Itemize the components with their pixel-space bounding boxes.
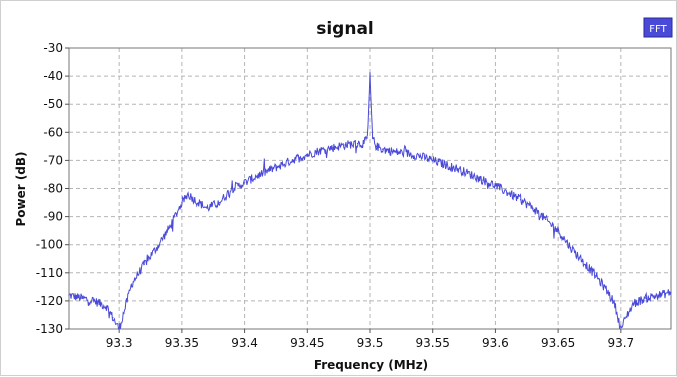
data-point — [532, 207, 534, 209]
x-tick-label: 93.6 — [482, 336, 509, 350]
data-point — [369, 75, 371, 77]
data-point — [394, 151, 396, 153]
data-point — [670, 291, 672, 294]
x-tick-label: 93.55 — [416, 336, 450, 350]
data-point — [632, 303, 634, 305]
y-axis-label: Power (dB) — [14, 151, 28, 226]
x-tick-label: 93.3 — [106, 336, 133, 350]
data-point — [582, 260, 584, 263]
data-point — [375, 145, 377, 147]
data-point — [570, 246, 572, 249]
data-point — [469, 173, 471, 176]
series-line-fft — [68, 72, 672, 330]
data-point — [143, 263, 145, 265]
y-tick-label: -120 — [36, 294, 63, 308]
y-tick-label: -80 — [43, 182, 63, 196]
x-tick-label: 93.7 — [607, 336, 634, 350]
data-point — [156, 246, 158, 249]
data-point — [344, 144, 346, 146]
data-point — [626, 314, 628, 316]
data-point — [187, 193, 189, 195]
data-point — [457, 168, 459, 170]
data-point — [193, 199, 196, 201]
grid-lines — [69, 47, 671, 330]
x-tick-label: 93.5 — [357, 336, 384, 350]
data-point — [432, 159, 434, 161]
data-point — [356, 142, 359, 145]
data-point — [206, 207, 208, 209]
data-point — [231, 187, 233, 190]
y-tick-label: -110 — [36, 266, 63, 280]
data-point — [131, 283, 133, 285]
data-point — [112, 317, 114, 319]
y-axis: -30 -40 -50 -60 -70 -80 -90 -100 -110 -120 -130 — [36, 41, 69, 336]
data-point — [243, 182, 246, 184]
y-tick-label: -60 — [43, 125, 63, 139]
data-point — [306, 154, 308, 156]
x-tick-label: 93.35 — [165, 336, 199, 350]
y-tick-label: -130 — [36, 322, 63, 336]
chart-title: signal — [316, 19, 374, 39]
data-point — [93, 300, 95, 302]
data-point — [613, 303, 616, 305]
data-point — [363, 142, 365, 145]
data-point — [331, 147, 333, 149]
data-point — [407, 152, 409, 154]
y-tick-label: -100 — [36, 238, 63, 252]
x-tick-label: 93.4 — [231, 336, 258, 350]
y-tick-label: -40 — [43, 69, 63, 83]
data-point — [595, 275, 597, 277]
data-point — [507, 192, 509, 194]
data-point — [319, 149, 321, 152]
y-tick-label: -50 — [43, 97, 63, 111]
legend-label: FFT — [649, 24, 667, 35]
legend[interactable]: FFT — [643, 17, 673, 38]
data-point — [519, 199, 522, 201]
data-point — [482, 179, 484, 181]
data-point — [181, 201, 183, 204]
data-point — [607, 291, 609, 294]
data-point — [124, 305, 127, 308]
data-point — [281, 164, 283, 166]
data-point — [645, 297, 647, 299]
data-point — [366, 137, 369, 139]
x-tick-label: 93.65 — [541, 336, 575, 350]
data-point — [657, 294, 660, 296]
data-point — [371, 137, 374, 139]
y-tick-label: -30 — [43, 41, 63, 55]
x-axis: 93.3 93.35 93.4 93.45 93.5 93.55 93.6 93.65 93.7 — [106, 329, 634, 350]
data-point — [256, 175, 258, 177]
data-point — [557, 230, 559, 232]
data-point — [494, 185, 497, 187]
data-point — [294, 158, 296, 160]
data-point — [544, 218, 547, 221]
data-point — [106, 305, 108, 308]
data-point — [80, 297, 83, 299]
data-point — [381, 148, 384, 150]
data-point — [218, 201, 221, 204]
legend-swatch[interactable] — [643, 17, 673, 38]
x-tick-label: 93.45 — [290, 336, 324, 350]
x-axis-label: Frequency (MHz) — [314, 358, 428, 372]
data-point — [444, 164, 446, 166]
data-point — [68, 294, 70, 296]
series-layer — [68, 72, 672, 330]
data-point — [419, 155, 421, 157]
y-tick-label: -70 — [43, 153, 63, 167]
data-point — [168, 227, 170, 229]
data-point — [269, 169, 271, 171]
y-tick-label: -90 — [43, 210, 63, 224]
